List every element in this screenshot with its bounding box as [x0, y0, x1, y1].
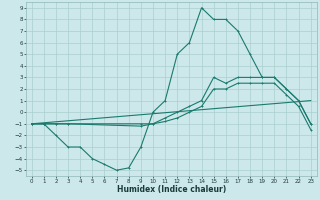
X-axis label: Humidex (Indice chaleur): Humidex (Indice chaleur) [116, 185, 226, 194]
